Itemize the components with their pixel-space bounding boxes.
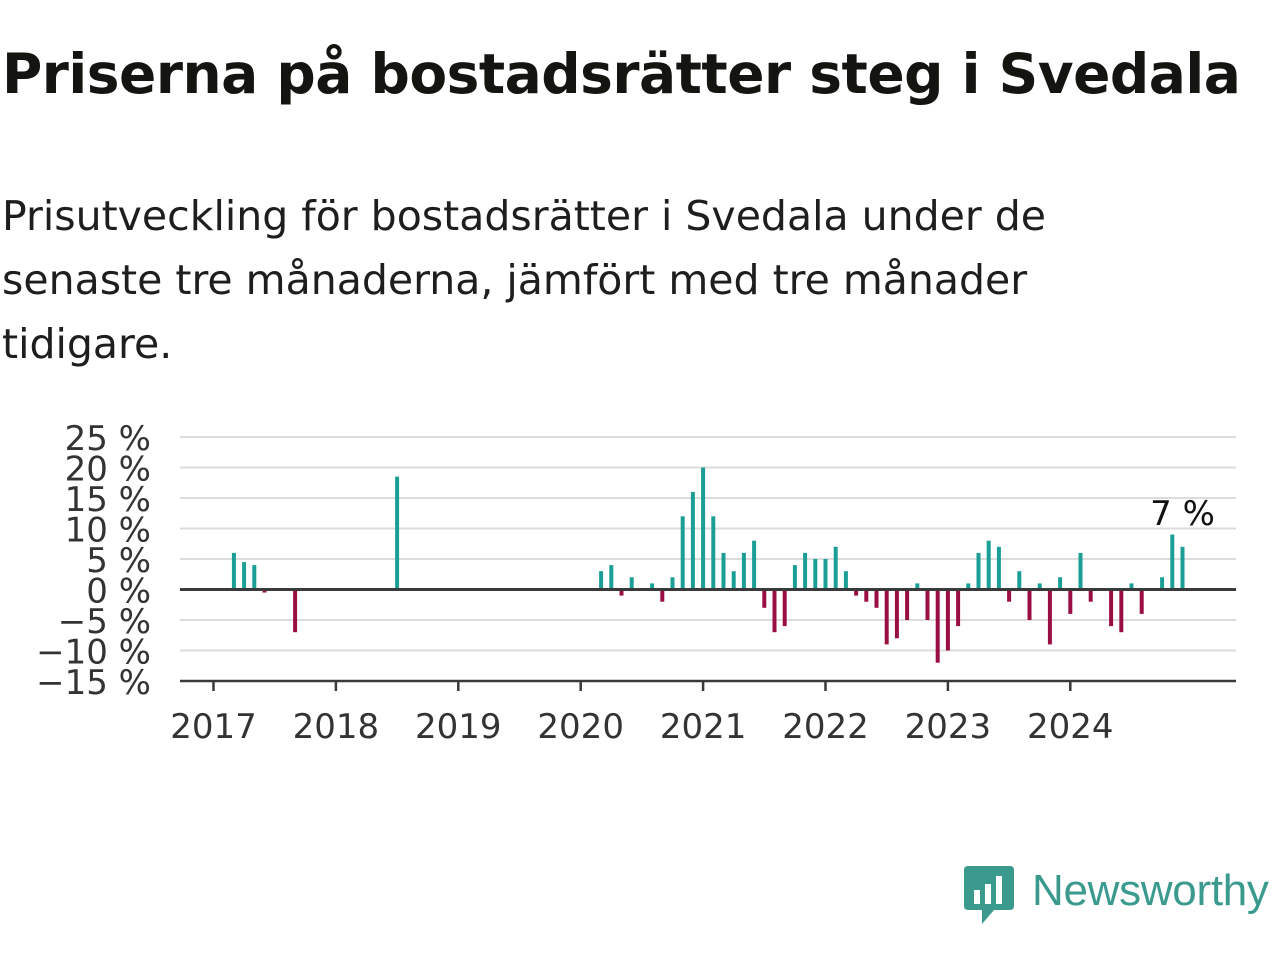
bar	[1180, 546, 1185, 590]
bar	[986, 540, 991, 590]
bar	[1078, 552, 1083, 590]
bar	[1047, 589, 1052, 645]
bar	[874, 589, 879, 608]
bar	[843, 571, 848, 590]
x-tick-label: 2018	[293, 707, 380, 747]
y-tick-label: −10 %	[36, 633, 151, 673]
bar	[782, 589, 787, 627]
y-tick-label: 10 %	[65, 511, 151, 551]
bar	[1109, 589, 1114, 627]
bar	[823, 559, 828, 590]
bar	[721, 552, 726, 590]
bar-chart: −15 %−10 %−5 %0 %5 %10 %15 %20 %25 % 2017…	[36, 419, 1236, 747]
bar	[925, 589, 930, 620]
bar	[1119, 589, 1124, 633]
x-tick-label: 2019	[415, 707, 502, 747]
y-tick-label: −15 %	[36, 663, 151, 703]
newsworthy-logo-icon	[964, 866, 1014, 924]
bar	[711, 516, 716, 590]
bar	[741, 552, 746, 590]
newsworthy-brand: Newsworthy	[964, 864, 1276, 928]
bar	[1017, 571, 1022, 590]
bar	[650, 583, 655, 590]
bar	[599, 571, 604, 590]
bar	[262, 589, 267, 593]
bar	[619, 589, 624, 596]
bar	[690, 491, 695, 590]
y-tick-label: 5 %	[86, 541, 151, 581]
bar	[762, 589, 767, 608]
x-tick-label: 2023	[905, 707, 992, 747]
bar	[1129, 583, 1134, 590]
bar	[1068, 589, 1073, 614]
bar	[1088, 589, 1093, 602]
bar	[293, 589, 298, 633]
bar	[792, 565, 797, 590]
x-tick-label: 2017	[170, 707, 257, 747]
bar	[609, 565, 614, 590]
bar	[252, 565, 257, 590]
bar	[976, 552, 981, 590]
bar	[935, 589, 940, 663]
y-tick-label: 25 %	[65, 419, 151, 459]
bar	[905, 589, 910, 620]
bar	[803, 552, 808, 590]
bar	[231, 552, 236, 590]
bar	[701, 467, 706, 590]
bar	[1170, 534, 1175, 590]
y-tick-label: −5 %	[58, 602, 151, 642]
bar	[242, 562, 247, 590]
bar	[731, 571, 736, 590]
y-tick-label: 15 %	[65, 480, 151, 520]
bar	[1007, 589, 1012, 602]
x-tick-label: 2024	[1027, 707, 1114, 747]
bar	[894, 589, 899, 639]
x-tick-label: 2020	[537, 707, 624, 747]
bar	[1160, 577, 1165, 590]
chart-subtitle: Prisutveckling för bostadsrätter i Sveda…	[2, 192, 1046, 368]
bar	[629, 577, 634, 590]
bar	[1139, 589, 1144, 614]
bar	[395, 476, 400, 590]
bar	[864, 589, 869, 602]
bar	[660, 589, 665, 602]
last-value-annotation: 7 %	[1150, 494, 1215, 534]
bar	[670, 577, 675, 590]
bar	[996, 546, 1001, 590]
bar	[956, 589, 961, 627]
x-tick-label: 2021	[660, 707, 747, 747]
bar	[752, 540, 757, 590]
chart-title: Priserna på bostadsrätter steg i Svedala	[2, 42, 1241, 106]
bar	[915, 583, 920, 590]
bar	[1058, 577, 1063, 590]
bar	[966, 583, 971, 590]
bar	[680, 516, 685, 590]
x-tick-label: 2022	[782, 707, 869, 747]
bar	[1027, 589, 1032, 620]
y-tick-label: 20 %	[65, 450, 151, 490]
y-tick-label: 0 %	[86, 572, 151, 612]
bar	[854, 589, 859, 596]
bar	[1037, 583, 1042, 590]
bar	[772, 589, 777, 633]
bar	[833, 546, 838, 590]
bar	[884, 589, 889, 645]
bar	[945, 589, 950, 651]
bar	[813, 559, 818, 590]
brand-name: Newsworthy	[1032, 866, 1269, 915]
